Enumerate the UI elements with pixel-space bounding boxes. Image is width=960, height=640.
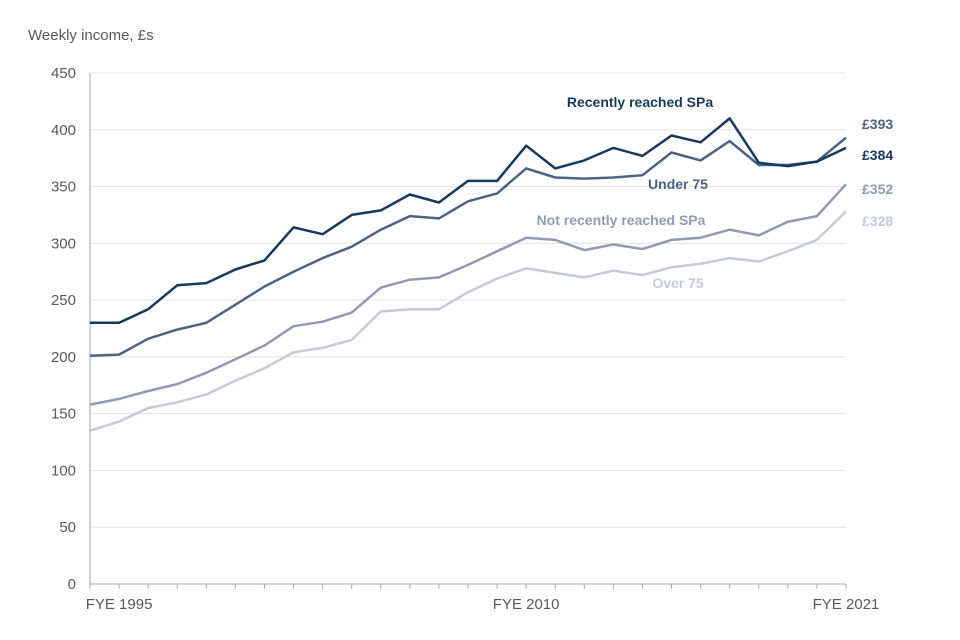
- x-tick-label: FYE 2021: [813, 596, 880, 613]
- end-value-label: £384: [862, 147, 893, 163]
- y-tick-label: 100: [51, 462, 76, 479]
- x-axis-ticks: FYE 1995 FYE 2010 FYE 2021: [86, 584, 880, 613]
- y-tick-label: 250: [51, 292, 76, 309]
- axes: [89, 73, 846, 585]
- series-line-over-75: [89, 210, 847, 432]
- end-value-label: £393: [862, 116, 893, 132]
- x-tick-label: FYE 1995: [86, 596, 153, 613]
- x-tick-label: FYE 2010: [493, 596, 560, 613]
- y-tick-label: 300: [51, 235, 76, 252]
- series-line-recently-reached-spa: [90, 117, 847, 325]
- series-labels: Over 75 Not recently reached SPa Under 75 R…: [537, 94, 714, 291]
- series-line-not-recently-reached-spa: [89, 183, 847, 406]
- series-lines: [89, 117, 847, 432]
- y-axis-ticks: 0 50 100 150 200 250 300 350 400 450: [51, 65, 76, 593]
- end-value-label: £328: [862, 213, 893, 229]
- end-value-label: £352: [862, 181, 893, 197]
- series-line-under-75: [89, 136, 847, 358]
- series-label: Over 75: [652, 275, 704, 291]
- series-label: Recently reached SPa: [567, 94, 714, 110]
- y-tick-label: 200: [51, 349, 76, 366]
- gridlines: [90, 72, 846, 528]
- y-tick-label: 150: [51, 406, 76, 423]
- y-tick-label: 450: [51, 65, 76, 82]
- series-label: Not recently reached SPa: [537, 212, 706, 228]
- y-tick-label: 0: [68, 576, 76, 593]
- y-tick-label: 350: [51, 179, 76, 196]
- y-tick-label: 50: [59, 519, 76, 536]
- end-value-labels: £328 £352 £393 £384: [862, 116, 893, 229]
- y-axis-title: Weekly income, £s: [28, 27, 154, 44]
- series-label: Under 75: [648, 176, 708, 192]
- y-tick-label: 400: [51, 122, 76, 139]
